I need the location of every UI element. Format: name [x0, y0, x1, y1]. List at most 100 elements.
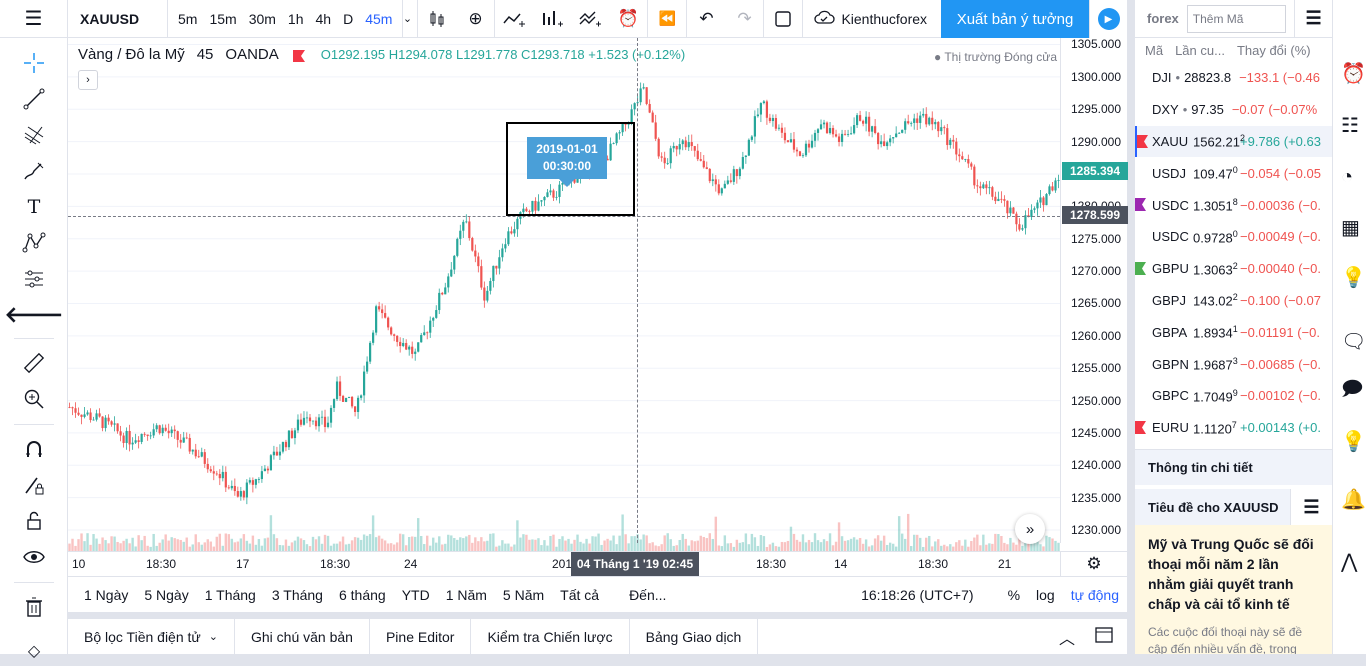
interval-15m[interactable]: 15m — [209, 10, 237, 27]
pattern-icon[interactable] — [0, 228, 68, 258]
tab-pine-editor[interactable]: Pine Editor — [370, 618, 472, 655]
drawn-rectangle[interactable] — [506, 122, 635, 216]
layout-save-button[interactable]: Kienthucforex — [803, 9, 937, 28]
publish-idea-button[interactable]: Xuất bản ý tưởng — [941, 0, 1089, 38]
pitchfork-icon[interactable] — [0, 120, 68, 150]
zoom-in-icon[interactable] — [0, 384, 68, 414]
watchlist-name[interactable]: forex — [1147, 11, 1179, 26]
back-arrow-icon[interactable]: 🡐 — [4, 302, 64, 327]
flag-icon[interactable] — [1135, 125, 1137, 157]
chat-icon[interactable]: 🗨 — [1341, 330, 1366, 353]
redo-icon[interactable]: ↷ — [737, 8, 752, 28]
lock-pencil-icon[interactable] — [0, 470, 68, 500]
list-menu-icon[interactable]: ☰ — [1294, 0, 1332, 38]
tab-trading-panel[interactable]: Bảng Giao dịch — [630, 618, 759, 655]
interval-30m[interactable]: 30m — [248, 10, 276, 27]
watchlist-row[interactable]: GBPN 1.96873 −0.00685 (−0. — [1135, 348, 1332, 380]
col-symbol[interactable]: Mã — [1145, 42, 1164, 58]
range-0[interactable]: 1 Ngày — [84, 586, 129, 603]
ideas-bulb-icon[interactable]: 💡 — [1341, 266, 1366, 289]
prediction-icon[interactable] — [0, 264, 68, 294]
news-item[interactable]: Mỹ và Trung Quốc sẽ đối thoại mỗi năm 2 … — [1135, 525, 1332, 654]
range-2[interactable]: 1 Tháng — [204, 586, 256, 603]
trend-line-icon[interactable] — [0, 84, 68, 114]
range-5[interactable]: YTD — [401, 586, 430, 603]
percent-toggle[interactable]: % — [1007, 587, 1021, 603]
object-tree-icon[interactable]: ◇ — [27, 643, 41, 660]
watchlist-row[interactable]: GBPU 1.30632 −0.00040 (−0. — [1135, 253, 1332, 285]
watchlist-row[interactable]: DXY • 97.35 −0.07 (−0.07% — [1135, 94, 1332, 126]
watchlist-row[interactable]: GBPC 1.70499 −0.00102 (−0. — [1135, 380, 1332, 412]
chart-area[interactable]: Vàng / Đô la Mỹ 45 OANDA O1292.195 H1294… — [68, 37, 1128, 576]
news-list-icon[interactable]: ☰ — [1290, 489, 1332, 525]
watchlist-icon[interactable]: ☷ — [1341, 114, 1359, 137]
symbol-search[interactable]: XAUUSD — [68, 0, 168, 38]
alarm-clock-icon[interactable]: ⏰ — [1341, 62, 1366, 85]
interval-D[interactable]: D — [343, 10, 354, 27]
price-axis[interactable]: 1305.0001300.0001295.0001290.0001285.000… — [1060, 37, 1128, 543]
chart-settings-gear-icon[interactable]: ⚙ — [1060, 551, 1127, 576]
range-3[interactable]: 3 Tháng — [271, 586, 323, 603]
range-6[interactable]: 1 Năm — [445, 586, 487, 603]
watchlist-row[interactable]: GBPJ 143.022 −0.100 (−0.07 — [1135, 285, 1332, 317]
undo-icon[interactable]: ↶ — [699, 8, 714, 28]
stream-button[interactable]: ▶ — [1089, 0, 1127, 38]
range-9[interactable]: Đến... — [629, 586, 667, 603]
watchlist-row[interactable]: USDC 0.97280 −0.00049 (−0. — [1135, 221, 1332, 253]
eye-icon[interactable] — [0, 542, 68, 572]
range-4[interactable]: 6 tháng — [338, 586, 386, 603]
news-title[interactable]: Mỹ và Trung Quốc sẽ đối thoại mỗi năm 2 … — [1148, 536, 1314, 612]
messages-icon[interactable]: 🗩 — [1341, 378, 1364, 400]
order-panel-icon[interactable]: ⋀ — [1341, 550, 1358, 573]
notifications-bell-icon[interactable]: 🔔 — [1341, 488, 1366, 511]
maximize-panel-icon[interactable] — [1095, 626, 1113, 648]
text-tool-icon[interactable]: T — [27, 196, 41, 218]
candle-style-icon[interactable] — [418, 0, 456, 38]
flag-icon[interactable] — [292, 49, 305, 62]
log-toggle[interactable]: log — [1036, 587, 1055, 603]
time-axis[interactable]: 21 18:30 14 18:30 201 24 18:30 17 18:30 10 04 Thá… — [68, 551, 1060, 576]
range-1[interactable]: 5 Ngày — [144, 586, 189, 603]
trash-icon[interactable] — [0, 592, 68, 622]
price-chart[interactable] — [68, 38, 1060, 551]
flag-icon[interactable] — [1137, 134, 1148, 151]
col-change[interactable]: Thay đổi (%) — [1236, 42, 1311, 58]
indicators-icon[interactable] — [495, 0, 533, 38]
tab-text-notes[interactable]: Ghi chú văn bản — [235, 618, 370, 655]
col-last[interactable]: Lần cu... — [1175, 42, 1225, 58]
details-header[interactable]: Thông tin chi tiết — [1135, 449, 1332, 485]
unlock-icon[interactable] — [0, 506, 68, 536]
interval-1h[interactable]: 1h — [287, 10, 304, 27]
alert-clock-icon[interactable]: ⏰ — [617, 8, 640, 28]
watchlist-row[interactable]: GBPA 1.89341 −0.01191 (−0. — [1135, 316, 1332, 348]
news-header[interactable]: Tiêu đề cho XAUUSD ☰ — [1135, 489, 1332, 525]
watchlist-row[interactable]: EURU 1.11207 +0.00143 (+0. — [1135, 412, 1332, 444]
interval-dropdown-chevron-icon[interactable]: ⌄ — [402, 13, 413, 25]
flag-icon[interactable] — [1135, 261, 1146, 275]
brush-icon[interactable] — [0, 156, 68, 186]
financials-icon[interactable] — [533, 0, 571, 38]
interval-45m[interactable]: 45m — [365, 10, 393, 27]
tab-strategy-tester[interactable]: Kiểm tra Chiến lược — [471, 618, 630, 655]
add-symbol-input[interactable]: Thêm Mã — [1186, 4, 1287, 33]
tab-crypto-screener[interactable]: Bộ lọc Tiền điện tử ⌄ — [68, 618, 235, 655]
templates-icon[interactable] — [571, 0, 609, 38]
interval-5m[interactable]: 5m — [178, 10, 198, 27]
range-7[interactable]: 5 Năm — [502, 586, 545, 603]
hamburger-menu-icon[interactable]: ☰ — [0, 0, 68, 38]
data-window-icon[interactable]: ◔ — [1341, 165, 1354, 188]
watchlist-row[interactable]: DJI • 28823.8 −133.1 (−0.46 — [1135, 62, 1332, 94]
scroll-to-realtime-button[interactable]: » — [1015, 514, 1045, 544]
crosshair-icon[interactable] — [0, 48, 68, 78]
chevron-up-icon[interactable]: ︿ — [1058, 631, 1075, 648]
compare-add-icon[interactable]: ⊕ — [468, 8, 483, 28]
flag-icon[interactable] — [1135, 198, 1146, 212]
watchlist-row[interactable]: USDC 1.30518 −0.00036 (−0. — [1135, 189, 1332, 221]
interval-4h[interactable]: 4h — [315, 10, 332, 27]
hotlists-icon[interactable]: 💡 — [1341, 430, 1366, 453]
clock-time[interactable]: 16:18:26 (UTC+7) — [861, 587, 974, 603]
watchlist-row[interactable]: XAUU 1562.212 +9.786 (+0.63 — [1135, 125, 1332, 158]
magnet-icon[interactable] — [0, 434, 68, 464]
range-8[interactable]: Tất cả — [560, 586, 600, 603]
legend-collapse-button[interactable]: › — [78, 70, 98, 90]
